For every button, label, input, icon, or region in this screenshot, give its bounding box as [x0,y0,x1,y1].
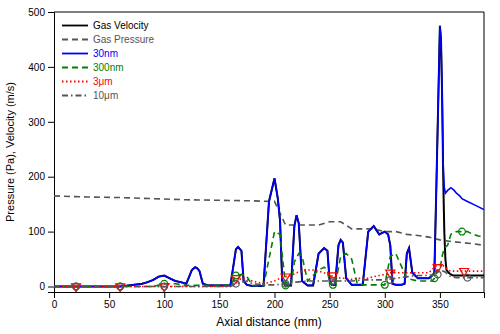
x-tick-mark [219,292,220,298]
x-tick: 300 [377,292,394,310]
line [54,26,484,287]
marker [464,274,471,281]
legend-swatch [62,95,88,97]
legend-item: Gas Velocity [62,20,149,31]
marker [116,284,125,292]
y-tick-label: 300 [28,117,45,128]
legend-item: Gas Pressure [62,34,155,45]
line [54,271,484,286]
chart: 0 50 100 150 200 250 300 350 0 100 200 300 400 500 Axi… [0,0,500,334]
x-tick-mark [385,292,386,298]
legend-label: 10μm [93,90,118,101]
y-tick: 0 [39,281,54,292]
y-tick: 100 [28,226,54,237]
x-tick-label: 300 [377,299,394,310]
plot: 0 50 100 150 200 250 300 350 0 100 200 300 400 500 Axi… [4,7,485,329]
legend-item: 10μm [62,90,118,101]
legend-label: 30nm [93,48,118,59]
marker [160,284,169,292]
marker [71,284,80,292]
legend-label: Gas Pressure [93,34,155,45]
marker [381,281,388,288]
series-markers [71,265,468,292]
y-tick: 200 [28,171,54,182]
marker [233,280,240,287]
y-tick-mark [48,232,54,233]
legend-swatch [62,39,88,41]
legend-item: 300nm [62,62,124,73]
line [54,232,484,287]
y-tick-mark [48,122,54,123]
series-line [54,26,484,287]
marker [117,283,124,290]
marker [460,269,469,277]
legend-label: Gas Velocity [93,20,149,31]
x-tick-mark [109,292,110,298]
legend: Gas Velocity Gas Pressure 30nm 300nm 3μm 10μm [62,20,155,101]
x-tick-mark [440,292,441,298]
x-tick-label: 250 [322,299,339,310]
legend-label: 3μm [93,76,113,87]
marker [161,283,168,290]
x-tick-label: 200 [267,299,284,310]
x-tick: 150 [212,292,229,310]
x-tick-label: 100 [156,299,173,310]
legend-label: 300nm [93,62,124,73]
frame-top [54,12,484,13]
legend-swatch [62,53,88,55]
legend-swatch [62,81,88,83]
legend-swatch [62,25,88,27]
frame-right [484,12,485,292]
y-tick: 300 [28,117,54,128]
x-tick-mark [275,292,276,298]
y-tick-mark [48,177,54,178]
marks [54,26,484,292]
series-markers [73,228,466,290]
y-tick-label: 200 [28,171,45,182]
y-axis-line [48,13,55,293]
legend-item: 30nm [62,48,118,59]
y-axis: 0 100 200 300 400 500 [28,7,54,293]
y-axis-title: Pressure (Pa), Velocity (m/s) [4,82,16,222]
x-axis-title: Axial distance (mm) [216,315,321,329]
x-tick: 100 [156,292,173,310]
series-markers [73,271,471,290]
x-axis-line [55,293,485,299]
x-tick-mark [164,292,165,298]
legend-item: 3μm [62,76,113,87]
y-tick-mark [48,67,54,68]
y-tick-label: 100 [28,226,45,237]
x-tick-label: 150 [212,299,229,310]
y-tick-label: 500 [28,7,45,18]
x-tick: 50 [104,292,116,310]
x-tick-label: 0 [52,299,58,310]
marker [459,228,466,235]
y-tick-mark [48,287,54,288]
y-tick-label: 0 [39,281,45,292]
series-line [54,232,484,287]
marker [330,278,337,285]
x-tick: 250 [322,292,339,310]
y-tick-label: 400 [28,62,45,73]
x-tick: 200 [267,292,284,310]
y-tick: 400 [28,62,54,73]
series-line [54,26,484,287]
x-tick-label: 350 [432,299,449,310]
line [54,26,484,287]
marker [387,277,394,284]
x-tick-mark [330,292,331,298]
x-axis: 0 50 100 150 200 250 300 350 [52,292,485,310]
y-tick-mark [48,12,54,13]
series-line [54,271,484,286]
marker [282,280,289,287]
y-tick: 500 [28,7,54,18]
x-tick-label: 50 [104,299,116,310]
marker [434,271,441,278]
x-tick: 0 [52,292,58,310]
legend-swatch [62,67,88,69]
x-tick: 350 [432,292,449,310]
marker [73,283,80,290]
